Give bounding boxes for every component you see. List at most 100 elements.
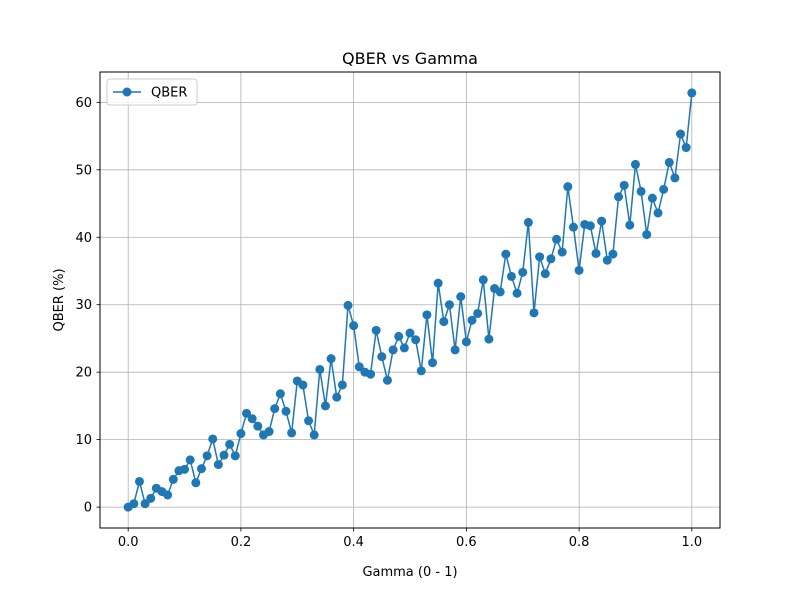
data-point [185, 455, 195, 465]
data-point [664, 157, 674, 167]
data-point [642, 230, 652, 240]
data-point [304, 416, 314, 426]
data-point [670, 173, 680, 183]
data-point [602, 255, 612, 265]
data-point [422, 310, 432, 320]
data-point [219, 450, 229, 460]
data-point [309, 430, 319, 440]
data-point [552, 234, 562, 244]
data-point [196, 464, 206, 474]
data-point [230, 451, 240, 461]
data-point [264, 427, 274, 437]
data-point [382, 375, 392, 385]
data-point [388, 345, 398, 355]
data-point [473, 308, 483, 318]
x-tick-label: 0.6 [456, 535, 477, 550]
data-point [535, 252, 545, 262]
data-point [315, 364, 325, 374]
data-point [405, 328, 415, 338]
data-point [433, 278, 443, 288]
x-axis-label: Gamma (0 - 1) [362, 565, 457, 580]
chart-title: QBER vs Gamma [342, 49, 478, 68]
data-point [337, 380, 347, 390]
data-point [557, 247, 567, 257]
data-point [275, 389, 285, 399]
data-point [563, 182, 573, 192]
data-point [377, 352, 387, 362]
legend-marker [122, 87, 132, 97]
data-point [134, 476, 144, 486]
x-tick-label: 0.4 [343, 535, 364, 550]
data-point [619, 180, 629, 190]
data-point [574, 265, 584, 275]
data-point [529, 308, 539, 318]
data-point [647, 193, 657, 203]
data-point [591, 248, 601, 258]
y-axis-label: QBER (%) [52, 268, 67, 331]
data-point [444, 300, 454, 310]
data-point [236, 429, 246, 439]
x-tick-label: 0.0 [118, 535, 139, 550]
data-point [343, 300, 353, 310]
data-point [687, 88, 697, 98]
data-point [180, 464, 190, 474]
data-point [366, 369, 376, 379]
data-point [191, 478, 201, 488]
grid-lines [100, 72, 720, 528]
data-point [495, 287, 505, 297]
data-point [540, 269, 550, 279]
x-tick-label: 0.8 [569, 535, 590, 550]
data-point [320, 401, 330, 411]
data-point [659, 184, 669, 194]
data-point [326, 354, 336, 364]
data-point [478, 275, 488, 285]
data-point [411, 335, 421, 345]
data-point [163, 490, 173, 500]
data-point [501, 249, 511, 259]
y-tick-label: 0 [84, 501, 92, 516]
data-point [450, 345, 460, 355]
data-point [354, 362, 364, 372]
data-point [506, 271, 516, 281]
y-tick-label: 10 [75, 433, 92, 448]
data-point [416, 366, 426, 376]
data-point [270, 404, 280, 414]
data-point [168, 474, 178, 484]
data-point [523, 217, 533, 227]
data-point [585, 221, 595, 231]
legend-label-qber: QBER [151, 86, 187, 101]
data-point [512, 288, 522, 298]
y-tick-label: 60 [75, 96, 92, 111]
data-point [213, 460, 223, 470]
data-point [676, 129, 686, 139]
data-point [518, 267, 528, 277]
data-point [681, 143, 691, 153]
series-group [123, 88, 697, 512]
data-point [399, 343, 409, 353]
data-point [202, 451, 212, 461]
data-point [546, 254, 556, 264]
axis-ticks: 0.0 0.2 0.4 0.6 0.8 1.0 0 10 20 30 40 50 60 [75, 96, 702, 550]
legend: QBER [106, 78, 198, 106]
legend-box [106, 78, 198, 106]
data-point [287, 428, 297, 438]
data-point [428, 358, 438, 368]
data-point [332, 392, 342, 402]
data-point [630, 159, 640, 169]
data-point [568, 222, 578, 232]
x-tick-label: 0.2 [231, 535, 252, 550]
data-point [439, 317, 449, 327]
data-point [484, 334, 494, 344]
data-point [281, 406, 291, 416]
y-tick-label: 30 [75, 298, 92, 313]
data-point [298, 380, 308, 390]
data-point [242, 408, 252, 418]
data-point [608, 249, 618, 259]
y-tick-label: 50 [75, 163, 92, 178]
data-point [129, 499, 139, 509]
data-point [467, 315, 477, 325]
data-point [461, 337, 471, 347]
y-tick-label: 40 [75, 231, 92, 246]
y-tick-label: 20 [75, 366, 92, 381]
